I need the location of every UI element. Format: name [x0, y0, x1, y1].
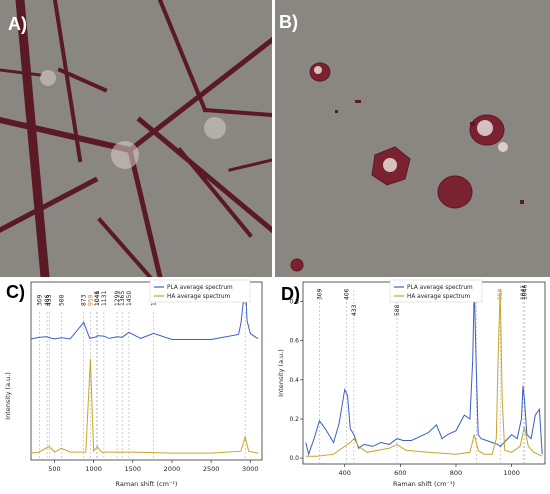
peak-annotation-label: 433: [46, 294, 53, 306]
panel-d-label: D): [281, 284, 300, 304]
peak-annotation-label: 406: [44, 294, 51, 306]
y-tick-label: 0.2: [289, 416, 299, 423]
panel-b-label: B): [279, 12, 298, 32]
peak-annotation-label: 406: [343, 288, 350, 300]
panel-c-label: C): [6, 282, 25, 302]
peak-annotation-label: 433: [351, 304, 358, 316]
x-tick-label: 1500: [125, 465, 142, 473]
x-tick-label: 3000: [242, 465, 259, 473]
series-line-ha: [30, 358, 259, 454]
y-tick-label: 0.6: [289, 338, 299, 345]
x-tick-label: 600: [394, 469, 406, 477]
peak-annotation-label: 588: [58, 294, 65, 306]
peak-annotation-label: 1299: [114, 291, 121, 306]
peak-annotation-label: 309: [316, 288, 323, 300]
x-tick-label: 2000: [164, 465, 181, 473]
peak-annotation-label: 1046: [94, 291, 101, 306]
legend-box: [149, 279, 251, 303]
y-tick-label: 0.4: [289, 377, 299, 384]
legend-entry: PLA average spectrum: [167, 285, 233, 291]
legend-entry: PLA average spectrum: [407, 285, 473, 291]
panel-a-micrograph: A): [0, 0, 276, 282]
series-line-pla: [305, 285, 543, 456]
x-tick-label: 1000: [85, 465, 102, 473]
legend: PLA average spectrum HA average spectrum: [149, 279, 251, 303]
y-tick-label: 0.0: [289, 455, 299, 462]
peak-annotation-label: 309: [37, 294, 44, 306]
legend: PLA average spectrum HA average spectrum: [389, 279, 483, 303]
x-tick-label: 1000: [503, 469, 520, 477]
series-line-pla: [30, 284, 259, 340]
legend-entry: HA average spectrum: [167, 294, 231, 300]
plot-frame: [30, 281, 263, 461]
panel-b-micrograph: B): [275, 0, 550, 277]
peak-annotation-label: 588: [394, 304, 401, 316]
peak-annotation-label: 1131: [101, 291, 108, 306]
x-tick-label: 800: [450, 469, 462, 477]
x-axis-label: Raman shift (cm⁻¹): [393, 480, 455, 488]
x-tick-label: 400: [339, 469, 351, 477]
legend-entry: HA average spectrum: [407, 294, 471, 300]
peak-annotation-label: 1450: [126, 291, 133, 306]
x-axis-label: Raman shift (cm⁻¹): [116, 480, 178, 488]
series-line-ha: [305, 289, 543, 457]
plot-frame: [302, 281, 546, 465]
peak-annotation-label: 1046: [521, 285, 528, 300]
y-axis-label: Intensity (a.u.): [4, 372, 12, 420]
peak-annotation-label: 1041: [520, 285, 527, 300]
x-tick-label: 2500: [203, 465, 220, 473]
x-tick-label: 500: [48, 465, 60, 473]
fiber-micrograph-image: [0, 0, 276, 282]
y-axis-label: Intensity (a.u.): [277, 349, 285, 397]
panel-d-chart: 3094064335888739591041104640060080010000…: [275, 278, 550, 490]
peak-annotation-label: 1365: [119, 291, 126, 306]
legend-box: [389, 279, 483, 303]
panel-c-chart: 309 406 433 588 873 959 1041 1046 1131 1299 1365 14…: [0, 278, 272, 490]
panel-a-label: A): [8, 14, 27, 34]
peak-annotation-label: 873: [81, 294, 88, 306]
peak-annotation-label: 1041: [94, 291, 101, 306]
particle-micrograph-image: [275, 0, 550, 277]
peak-annotation-label: 959: [87, 294, 94, 306]
chart-d-svg: 3094064335888739591041104640060080010000…: [277, 279, 546, 488]
y-tick-label: 0.8: [289, 299, 299, 306]
